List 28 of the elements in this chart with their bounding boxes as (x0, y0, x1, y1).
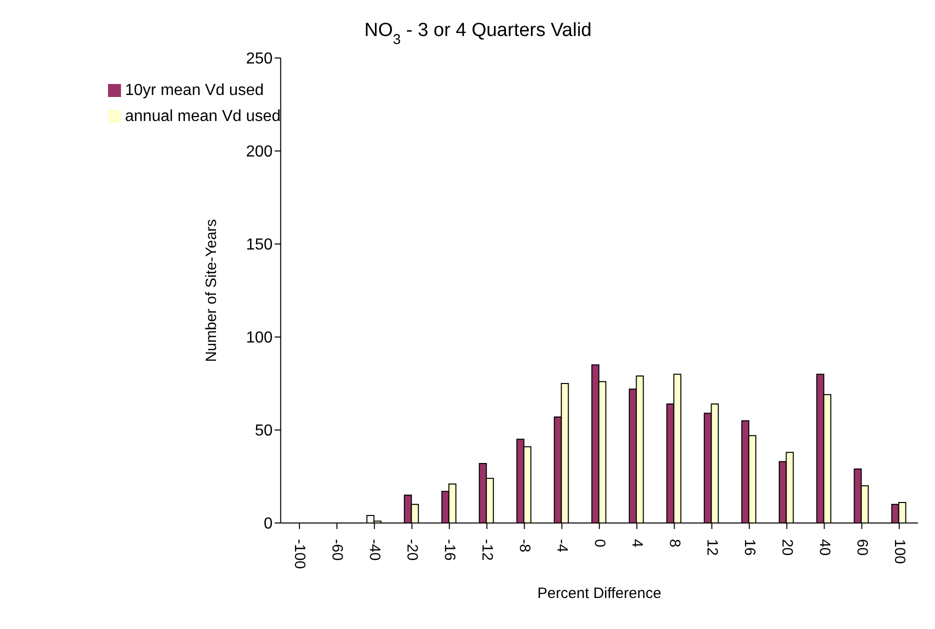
y-tick-label: 250 (246, 50, 273, 68)
x-tick-label: 20 (778, 539, 796, 556)
y-tick-label: 0 (264, 516, 273, 533)
legend-label: annual mean Vd used (125, 108, 281, 125)
x-tick-label: -60 (328, 539, 346, 561)
x-tick-label: -20 (403, 539, 420, 561)
x-tick-label: 12 (703, 539, 720, 556)
x-tick-label: 100 (890, 539, 908, 564)
y-tick-label: 200 (246, 144, 273, 161)
x-tick-label: 8 (666, 539, 683, 548)
x-tick-label: 16 (740, 539, 758, 556)
y-tick-label: 50 (254, 422, 273, 440)
chart-title: NO$_{3}$ - 3 or 4 Quarters Valid (364, 20, 592, 48)
x-tick-label: -100 (290, 539, 308, 570)
x-tick-label: 40 (816, 539, 833, 556)
x-tick-label: -16 (440, 539, 458, 561)
y-axis-title: Number of Site-Years (202, 219, 220, 362)
x-tick-label: -4 (553, 539, 570, 552)
x-tick-label: 4 (628, 539, 646, 548)
x-tick-label: 0 (590, 539, 608, 548)
x-tick-label: -12 (478, 539, 496, 561)
x-tick-label: -40 (366, 539, 383, 561)
y-tick-label: 150 (246, 236, 273, 254)
legend-label: 10yr mean Vd used (125, 82, 264, 99)
y-tick-label: 100 (246, 330, 273, 347)
x-tick-label: -8 (516, 539, 533, 552)
x-tick-label: 60 (853, 539, 870, 556)
x-axis-title: Percent Difference (537, 585, 662, 602)
